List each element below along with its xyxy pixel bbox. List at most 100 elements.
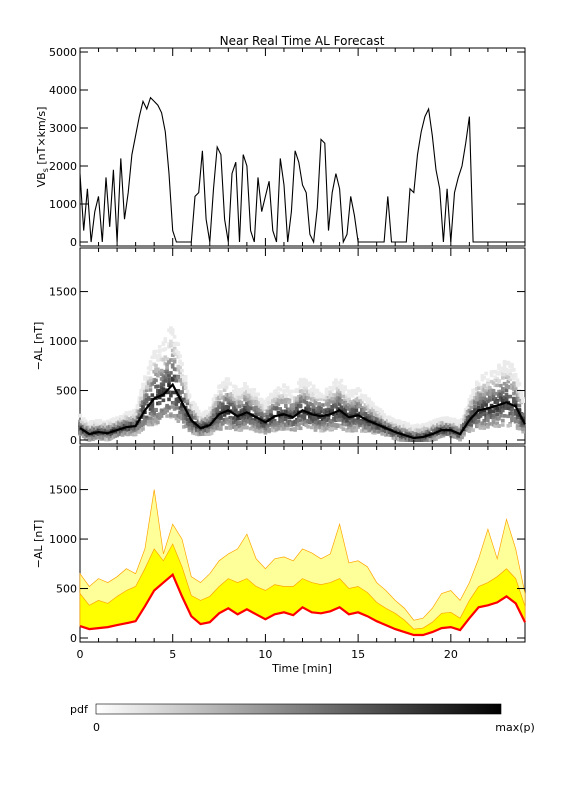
pdf-cell	[488, 395, 492, 400]
pdf-cell	[373, 405, 377, 409]
pdf-cell	[334, 384, 338, 389]
pdf-cell	[521, 429, 525, 434]
pdf-cell	[486, 424, 490, 429]
pdf-cell	[476, 391, 481, 395]
pdf-cell	[106, 426, 110, 430]
pdf-cell	[235, 416, 240, 421]
pdf-cell	[328, 400, 333, 404]
pdf-cell	[120, 416, 125, 420]
pdf-cell	[167, 397, 171, 402]
pdf-cell	[348, 421, 353, 425]
pdf-cell	[259, 420, 264, 425]
pdf-cell	[293, 426, 297, 431]
pdf-cell	[384, 417, 388, 421]
pdf-cell	[215, 410, 219, 414]
pdf-cell	[304, 400, 308, 405]
pdf-cell	[387, 423, 392, 428]
pdf-cell	[106, 437, 110, 442]
pdf-cell	[332, 392, 336, 397]
pdf-cell	[306, 390, 310, 395]
pdf-cell	[141, 400, 145, 405]
pdf-cell	[437, 421, 442, 425]
y-tick-label: 0	[70, 632, 77, 645]
pdf-cell	[161, 375, 166, 379]
pdf-cell	[245, 425, 249, 430]
pdf-cell	[376, 430, 381, 434]
pdf-cell	[380, 410, 384, 415]
pdf-cell	[478, 399, 483, 404]
pdf-cell	[161, 398, 166, 403]
pdf-cell	[261, 424, 266, 428]
pdf-cell	[254, 429, 258, 433]
pdf-cell	[486, 415, 490, 419]
pdf-cell	[497, 379, 501, 383]
pdf-cell	[367, 410, 371, 414]
pdf-cell	[271, 419, 275, 423]
x-tick-label: 5	[169, 648, 176, 661]
pdf-cell	[209, 407, 214, 412]
pdf-cell	[478, 396, 483, 401]
pdf-cell	[502, 381, 507, 386]
pdf-cell	[267, 397, 271, 401]
pdf-cell	[499, 392, 503, 397]
pdf-cell	[154, 421, 158, 426]
pdf-cell	[217, 405, 221, 410]
pdf-cell	[417, 437, 422, 442]
pdf-cell	[170, 353, 175, 357]
pdf-cell	[83, 419, 88, 424]
pdf-cell	[135, 405, 140, 409]
pdf-cell	[322, 395, 327, 399]
pdf-cell	[152, 414, 156, 418]
pdf-cell	[274, 388, 279, 393]
x-tick-label: 20	[444, 648, 458, 661]
pdf-cell	[263, 424, 268, 428]
pdf-cell	[156, 356, 160, 360]
pdf-cell	[489, 413, 494, 418]
pdf-cell	[241, 387, 245, 391]
pdf-cell	[311, 405, 316, 409]
pdf-cell	[150, 406, 155, 410]
pdf-cell	[404, 423, 409, 427]
pdf-cell	[137, 396, 142, 400]
pdf-cell	[165, 368, 169, 372]
pdf-cell	[245, 385, 249, 389]
pdf-cell	[182, 416, 186, 420]
pdf-cell	[389, 420, 394, 425]
pdf-cell	[502, 403, 507, 408]
pdf-cell	[93, 433, 97, 437]
pdf-cell	[174, 402, 179, 406]
pdf-cell	[380, 413, 384, 418]
pdf-cell	[157, 389, 162, 394]
pdf-cell	[363, 412, 368, 416]
pdf-cell	[185, 421, 190, 426]
pdf-cell	[293, 412, 297, 417]
pdf-cell	[345, 428, 349, 433]
pdf-cell	[324, 395, 329, 400]
pdf-cell	[297, 422, 301, 427]
pdf-cell	[109, 423, 114, 428]
y-tick-label: 5000	[49, 46, 77, 59]
pdf-cell	[510, 362, 514, 367]
pdf-cell	[193, 404, 197, 408]
pdf-cell	[154, 363, 158, 368]
pdf-cell	[300, 414, 305, 418]
pdf-cell	[226, 411, 231, 415]
pdf-cell	[335, 392, 340, 397]
pdf-cell	[133, 419, 138, 424]
pdf-cell	[380, 419, 384, 423]
pdf-cell	[195, 424, 199, 429]
pdf-cell	[248, 406, 253, 410]
pdf-cell	[122, 423, 127, 428]
pdf-cell	[497, 363, 501, 368]
pdf-cell	[250, 401, 255, 406]
pdf-cell	[502, 395, 507, 399]
pdf-cell	[352, 390, 357, 395]
pdf-cell	[484, 422, 488, 427]
pdf-cell	[159, 414, 164, 418]
pdf-cell	[345, 404, 349, 409]
pdf-cell	[206, 410, 210, 415]
pdf-cell	[93, 423, 97, 428]
pdf-cell	[319, 393, 323, 397]
pdf-cell	[261, 413, 266, 418]
pdf-cell	[300, 390, 305, 394]
